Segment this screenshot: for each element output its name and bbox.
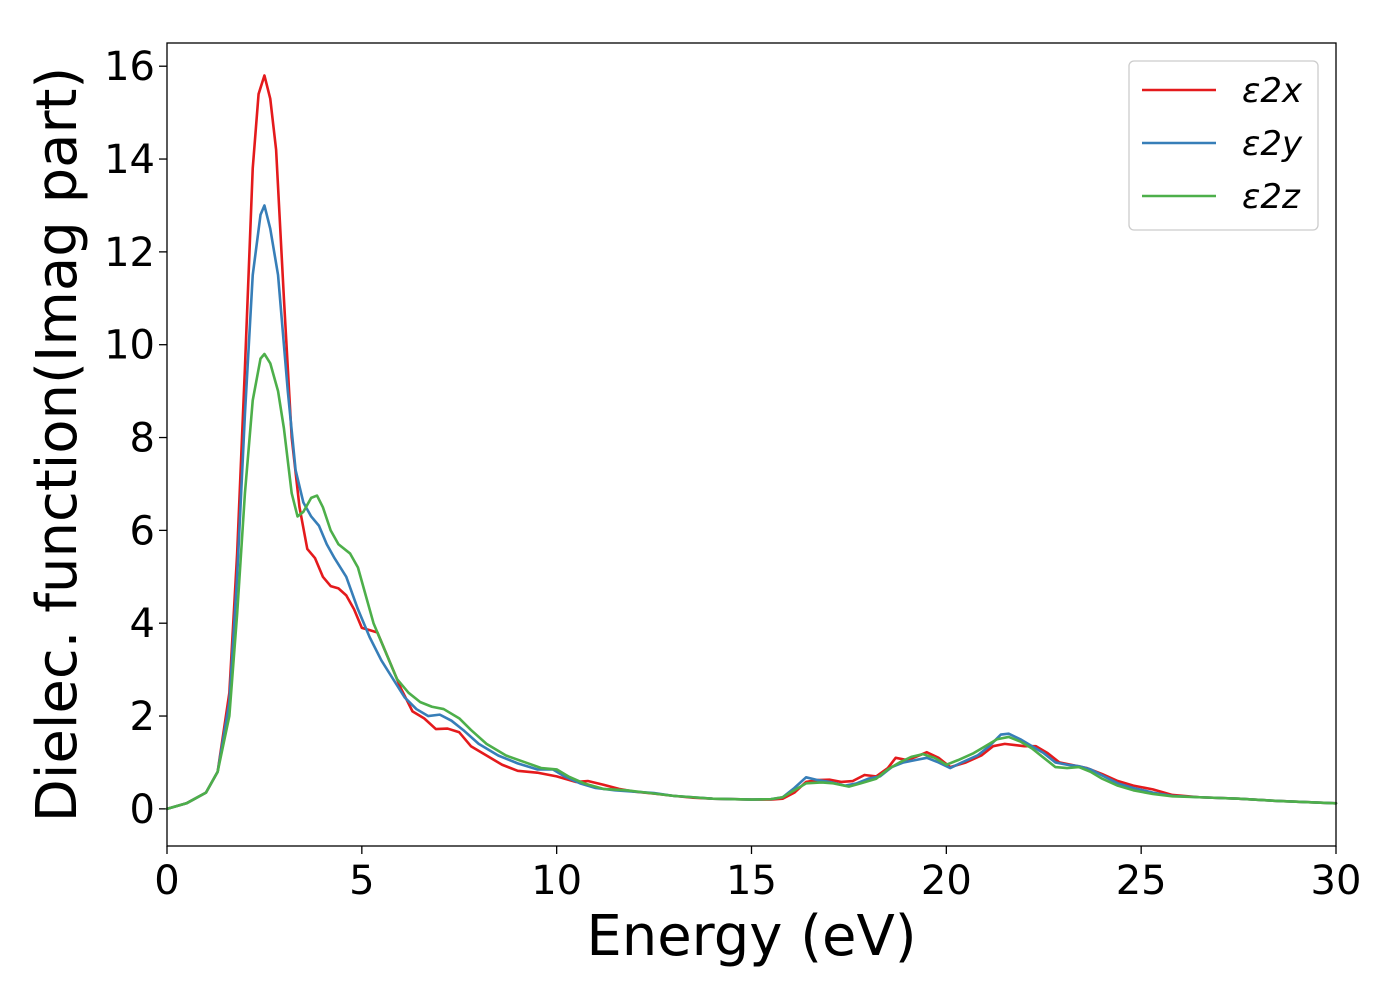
x-tick-label: 25	[1116, 858, 1167, 904]
y-tick-label: 6	[130, 508, 155, 554]
x-tick-label: 30	[1311, 858, 1362, 904]
legend-label-2: ε2y	[1242, 124, 1303, 164]
y-axis-ticks: 0 2 4 6 8 10 12 14 16	[104, 44, 167, 833]
series-lines	[165, 74, 1338, 811]
x-tick-label: 15	[726, 858, 777, 904]
y-tick-label: 2	[130, 694, 155, 740]
x-tick-label: 20	[921, 858, 972, 904]
series-line-2	[165, 204, 1338, 811]
x-tick-label: 0	[154, 858, 179, 904]
y-tick-label: 10	[104, 323, 155, 369]
legend-label-1: ε2x	[1242, 71, 1303, 111]
x-tick-label: 10	[531, 858, 582, 904]
y-tick-label: 12	[104, 230, 155, 276]
legend: ε2x ε2y ε2z	[1128, 60, 1319, 231]
y-tick-label: 16	[104, 44, 155, 90]
y-tick-label: 8	[130, 416, 155, 462]
x-tick-label: 5	[349, 858, 374, 904]
y-tick-label: 0	[130, 787, 155, 833]
legend-box	[1128, 60, 1319, 231]
y-tick-label: 14	[104, 137, 155, 183]
plot-frame	[166, 42, 1337, 847]
series-line-3	[165, 352, 1338, 811]
legend-label-3: ε2z	[1242, 177, 1301, 217]
y-tick-label: 4	[130, 601, 155, 647]
x-axis-ticks: 0 5 10 15 20 25 30	[154, 846, 1361, 904]
x-axis-label: Energy (eV)	[586, 904, 916, 969]
y-axis-label: Dielec. function(Imag part)	[25, 67, 90, 823]
